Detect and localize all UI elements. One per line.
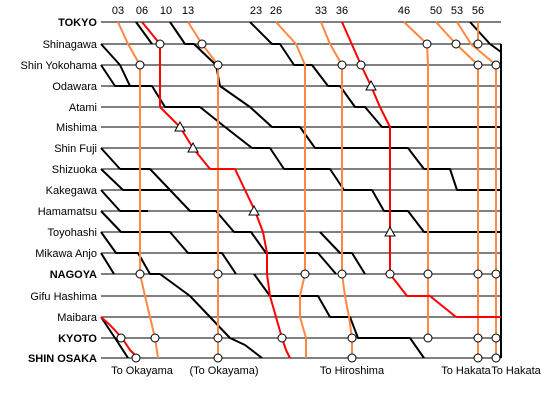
stop-circle-marker: [131, 353, 141, 363]
stop-circle-marker: [300, 269, 310, 279]
stop-circle-marker: [197, 39, 207, 49]
stop-circle-marker: [347, 353, 357, 363]
station-label: Kakegawa: [46, 185, 98, 197]
stop-circle-marker: [473, 269, 483, 279]
stop-circle-marker: [491, 60, 501, 70]
minute-label: 36: [336, 5, 348, 17]
station-label: Shin Yokohama: [21, 60, 98, 72]
station-label: Shin Fuji: [54, 143, 97, 155]
stop-circle-marker: [491, 353, 501, 363]
stop-circle-marker: [473, 39, 483, 49]
station-label: Mishima: [56, 122, 98, 134]
minute-label: 26: [270, 5, 282, 17]
hikari-train-line: [275, 21, 307, 358]
stop-circle-marker: [213, 269, 223, 279]
local-train-line: [100, 168, 170, 191]
departure-minute-labels: 03 06 10 13 23 26 33 36 46 50 53 56: [112, 5, 484, 17]
stop-circle-marker: [337, 60, 347, 70]
stop-triangle-marker: [384, 225, 396, 237]
local-train-line: [469, 21, 502, 53]
stop-circle-marker: [491, 333, 501, 343]
station-labels: TOKYO Shinagawa Shin Yokohama Odawara Atami M…: [21, 17, 98, 365]
hikari-train-line: [403, 21, 429, 338]
station-label: Mikawa Anjo: [35, 248, 97, 260]
local-train-line: [100, 316, 129, 359]
stop-circle-marker: [150, 333, 160, 343]
minute-label: 03: [112, 5, 124, 17]
stop-circle-marker: [337, 269, 347, 279]
local-train-line: [100, 189, 148, 212]
stop-circle-marker: [213, 353, 223, 363]
local-train-line: [169, 21, 501, 191]
stop-markers: [116, 39, 501, 363]
station-label: NAGOYA: [50, 269, 97, 281]
stop-circle-marker: [213, 333, 223, 343]
hikari-train-line: [456, 21, 497, 358]
stop-triangle-marker: [187, 141, 199, 153]
local-train-line: [100, 43, 501, 233]
stop-circle-marker: [423, 333, 433, 343]
station-label: Atami: [69, 102, 97, 114]
destination-label: To Hakata: [441, 365, 491, 377]
destination-label: To Hakata: [491, 365, 541, 377]
stop-triangle-marker: [174, 120, 186, 132]
local-train-line: [253, 273, 425, 359]
stop-circle-marker: [135, 269, 145, 279]
stop-circle-marker: [213, 60, 223, 70]
hikari-train-line: [435, 21, 479, 358]
stop-circle-marker: [423, 269, 433, 279]
destination-labels: To Okayama (To Okayama) To Hiroshima To Hak…: [111, 365, 542, 377]
minute-label: 06: [136, 5, 148, 17]
stop-circle-marker: [422, 39, 432, 49]
minute-label: 10: [160, 5, 172, 17]
local-train-line: [319, 231, 366, 275]
destination-label: To Okayama: [111, 365, 174, 377]
destination-label: (To Okayama): [189, 365, 258, 377]
station-label: Gifu Hashima: [30, 291, 98, 303]
stop-circle-marker: [356, 60, 366, 70]
station-label: TOKYO: [58, 17, 97, 29]
nozomi-train-line: [341, 21, 501, 318]
stop-circle-marker: [385, 269, 395, 279]
station-label: KYOTO: [58, 333, 97, 345]
stop-circle-marker: [473, 333, 483, 343]
stop-circle-marker: [473, 60, 483, 70]
nozomi-train-line: [141, 21, 291, 359]
stop-circle-marker: [451, 39, 461, 49]
stop-circle-marker: [347, 333, 357, 343]
stop-circle-marker: [473, 353, 483, 363]
local-train-line: [100, 210, 237, 275]
local-train-line: [100, 252, 115, 275]
station-label: Shizuoka: [52, 164, 98, 176]
minute-label: 50: [430, 5, 442, 17]
station-label: Toyohashi: [47, 227, 97, 239]
stop-triangle-marker: [248, 204, 260, 216]
station-label: Shinagawa: [43, 39, 98, 51]
stop-circle-marker: [135, 60, 145, 70]
local-train-line: [100, 64, 140, 87]
stop-circle-marker: [277, 333, 287, 343]
local-train-line: [249, 21, 501, 128]
station-label: SHIN OSAKA: [28, 353, 97, 365]
stop-circle-marker: [155, 39, 165, 49]
hikari-train-lines: [117, 21, 497, 359]
local-train-line: [100, 231, 263, 359]
station-label: Hamamatsu: [38, 206, 97, 218]
minute-label: 23: [250, 5, 262, 17]
stop-triangle-marker: [365, 79, 377, 91]
stop-circle-marker: [116, 333, 126, 343]
station-label: Maibara: [57, 312, 98, 324]
minute-label: 33: [315, 5, 327, 17]
minute-label: 56: [472, 5, 484, 17]
station-label: Odawara: [52, 81, 98, 93]
minute-label: 13: [182, 5, 194, 17]
minute-label: 53: [451, 5, 463, 17]
hikari-train-line: [187, 21, 219, 358]
minute-label: 46: [398, 5, 410, 17]
destination-label: To Hiroshima: [320, 365, 385, 377]
stop-circle-marker: [491, 269, 501, 279]
local-train-line: [135, 21, 153, 45]
